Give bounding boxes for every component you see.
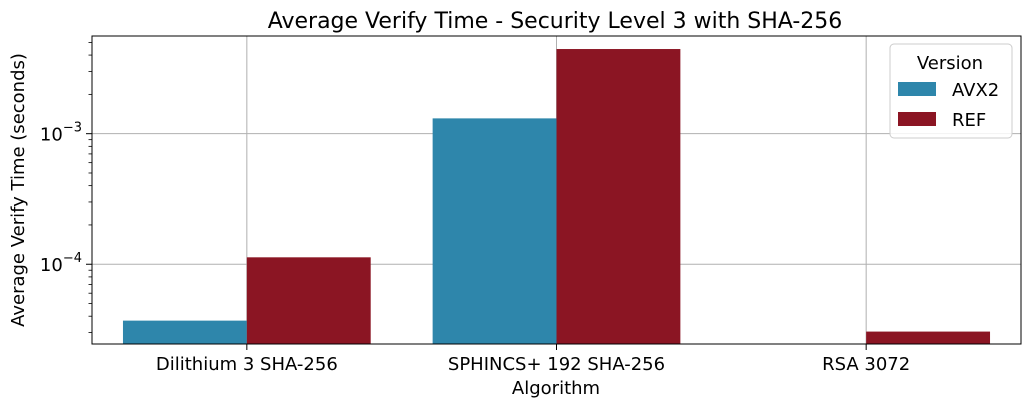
bar-avx2-0 — [122, 320, 247, 344]
x-tick-label-2: RSA 3072 — [822, 354, 910, 375]
y-tick-label-1: 10−3 — [40, 121, 82, 146]
bar-ref-2 — [866, 331, 991, 344]
legend: Version AVX2 REF — [889, 43, 1013, 139]
bar-avx2-1 — [432, 118, 557, 344]
legend-swatch-avx2 — [898, 82, 936, 96]
y-tick-label-0: 10−4 — [40, 251, 82, 276]
x-axis-ticks: Dilithium 3 SHA-256 SPHINCS+ 192 SHA-256 R… — [156, 344, 910, 375]
x-axis-title: Algorithm — [512, 378, 600, 399]
legend-label-ref: REF — [952, 110, 986, 131]
x-tick-label-0: Dilithium 3 SHA-256 — [156, 354, 338, 375]
bars — [122, 49, 991, 344]
bar-ref-1 — [556, 49, 681, 344]
legend-swatch-ref — [898, 112, 936, 126]
legend-title: Version — [917, 53, 983, 74]
chart-title: Average Verify Time - Security Level 3 w… — [268, 9, 843, 34]
bar-ref-0 — [246, 257, 371, 344]
y-axis-ticks: 10−4 10−3 — [40, 42, 92, 333]
y-axis-title: Average Verify Time (seconds) — [8, 53, 29, 327]
legend-label-avx2: AVX2 — [952, 80, 999, 101]
x-tick-label-1: SPHINCS+ 192 SHA-256 — [448, 354, 665, 375]
